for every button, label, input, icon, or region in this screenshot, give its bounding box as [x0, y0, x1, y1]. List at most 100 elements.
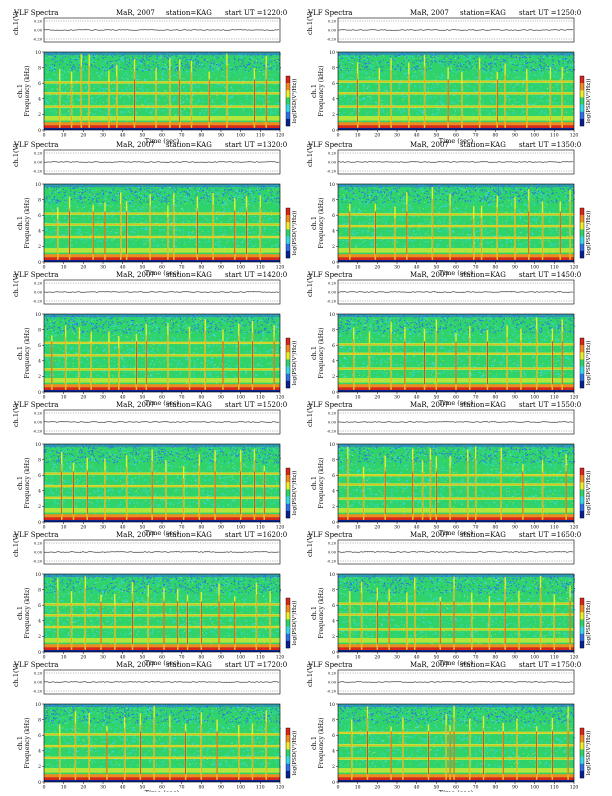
- burst-core: [408, 74, 410, 127]
- x-tick-label: 110: [256, 133, 265, 139]
- burst-core: [518, 602, 520, 649]
- burst-strong: [163, 601, 165, 645]
- x-tick-label: 20: [374, 265, 380, 271]
- y-tick-label: 8: [38, 65, 41, 71]
- x-tick-label: 70: [179, 395, 185, 401]
- burst-core: [114, 605, 116, 649]
- burst-core: [79, 338, 80, 389]
- spectrogram-panel: VLF Spectra MaR, 2007 station=KAG start UT …: [12, 661, 298, 796]
- y-tick-label: 4: [332, 749, 335, 755]
- x-tick-label: 110: [550, 265, 559, 271]
- y-tick-label: 2: [332, 634, 335, 640]
- burst-core: [191, 72, 192, 127]
- colorbar-segment: [580, 215, 584, 223]
- burst-core: [90, 342, 92, 389]
- waveform-tick-label: 0.20: [328, 282, 337, 286]
- waveform-tick-label: 0.00: [328, 681, 337, 685]
- colorbar-segment: [580, 728, 584, 736]
- frequency-band-core: [44, 734, 280, 735]
- low-frequency-band: [44, 125, 280, 129]
- y-tick-label: 4: [38, 619, 41, 625]
- spectrogram-ylabel: Frequency (kHz): [24, 587, 31, 638]
- colorbar-segment: [580, 756, 584, 764]
- colorbar-segment: [286, 243, 290, 252]
- burst-strong: [502, 731, 504, 775]
- x-tick-label: 20: [374, 785, 380, 791]
- burst-core: [167, 217, 169, 259]
- burst-core: [378, 79, 380, 127]
- burst-core: [536, 329, 537, 389]
- x-tick-label: 0: [337, 265, 340, 271]
- spectrogram-ylabel: Frequency (kHz): [318, 197, 325, 248]
- colorbar-label: log(PSD(V²/Hz)): [585, 601, 592, 646]
- low-frequency-band: [44, 777, 280, 781]
- colorbar-segment: [286, 503, 290, 512]
- burst-strong: [197, 211, 198, 255]
- x-tick-label: 20: [374, 655, 380, 661]
- burst-strong: [439, 601, 441, 645]
- panel-station: station=KAG: [460, 661, 506, 669]
- colorbar-frame: [285, 337, 291, 389]
- waveform-tick-label: 0.20: [328, 542, 337, 546]
- x-tick-label: 80: [198, 133, 204, 139]
- low-frequency-band: [338, 644, 574, 648]
- panel-station: station=KAG: [460, 141, 506, 149]
- colorbar-segment: [580, 118, 584, 127]
- burst-strong: [349, 211, 351, 255]
- burst-core: [394, 218, 396, 259]
- burst-core: [553, 606, 555, 649]
- colorbar-segment: [286, 749, 290, 757]
- x-tick-label: 70: [473, 655, 479, 661]
- y-tick-label: 6: [332, 343, 335, 349]
- waveform-ylabel: ch.1(V): [12, 663, 20, 687]
- burst-core: [169, 69, 171, 127]
- colorbar-label: log(PSD(V²/Hz)): [585, 731, 592, 776]
- waveform-ylabel: ch.1(V): [12, 533, 20, 557]
- y-tick-label: 6: [332, 81, 335, 87]
- colorbar-frame: [285, 597, 291, 649]
- x-tick-label: 0: [337, 655, 340, 661]
- burst-core: [351, 731, 353, 779]
- low-frequency-band: [44, 647, 280, 651]
- x-tick-label: 80: [492, 525, 498, 531]
- spectrogram-panel: VLF Spectra MaR, 2007 station=KAG start UT …: [306, 271, 592, 407]
- spectrogram-panel: VLF Spectra MaR, 2007 station=KAG start UT …: [12, 141, 298, 277]
- panel-title: VLF Spectra: [13, 141, 58, 149]
- waveform-tick-label: -0.20: [327, 430, 337, 434]
- burst-core: [183, 478, 184, 519]
- burst-core: [59, 736, 61, 779]
- burst-strong: [567, 731, 569, 775]
- x-tick-label: 60: [453, 785, 459, 791]
- colorbar-frame: [579, 727, 585, 779]
- colorbar-segment: [580, 104, 584, 112]
- x-tick-label: 50: [433, 655, 439, 661]
- y-tick-label: 8: [332, 457, 335, 463]
- panel-station: station=KAG: [166, 141, 212, 149]
- panel-start-time: start UT =1450:0: [519, 271, 581, 279]
- waveform-ylabel: ch.1(V): [12, 403, 20, 427]
- colorbar-segment: [286, 215, 290, 223]
- frequency-band-core: [338, 484, 574, 485]
- y-tick-label: 8: [38, 587, 41, 593]
- colorbar-segment: [286, 366, 290, 374]
- panel-date: MaR, 2007: [116, 271, 155, 279]
- dc-band: [44, 390, 280, 392]
- burst-core: [514, 208, 516, 259]
- x-tick-label: 110: [256, 395, 265, 401]
- noise-speckles: [44, 574, 281, 638]
- x-tick-label: 80: [492, 265, 498, 271]
- burst-core: [269, 602, 271, 649]
- x-tick-label: 60: [453, 525, 459, 531]
- colorbar-segment: [580, 236, 584, 244]
- burst-core: [259, 207, 261, 259]
- x-tick-label: 10: [355, 133, 361, 139]
- colorbar-segment: [580, 338, 584, 346]
- y-tick-label: 0: [38, 128, 41, 134]
- burst-core: [124, 728, 125, 779]
- frequency-band-core: [338, 614, 574, 615]
- colorbar-segment: [580, 90, 584, 98]
- x-axis-label: Time (sec): [439, 659, 474, 667]
- burst-core: [71, 602, 72, 649]
- frequency-band-core: [44, 342, 280, 344]
